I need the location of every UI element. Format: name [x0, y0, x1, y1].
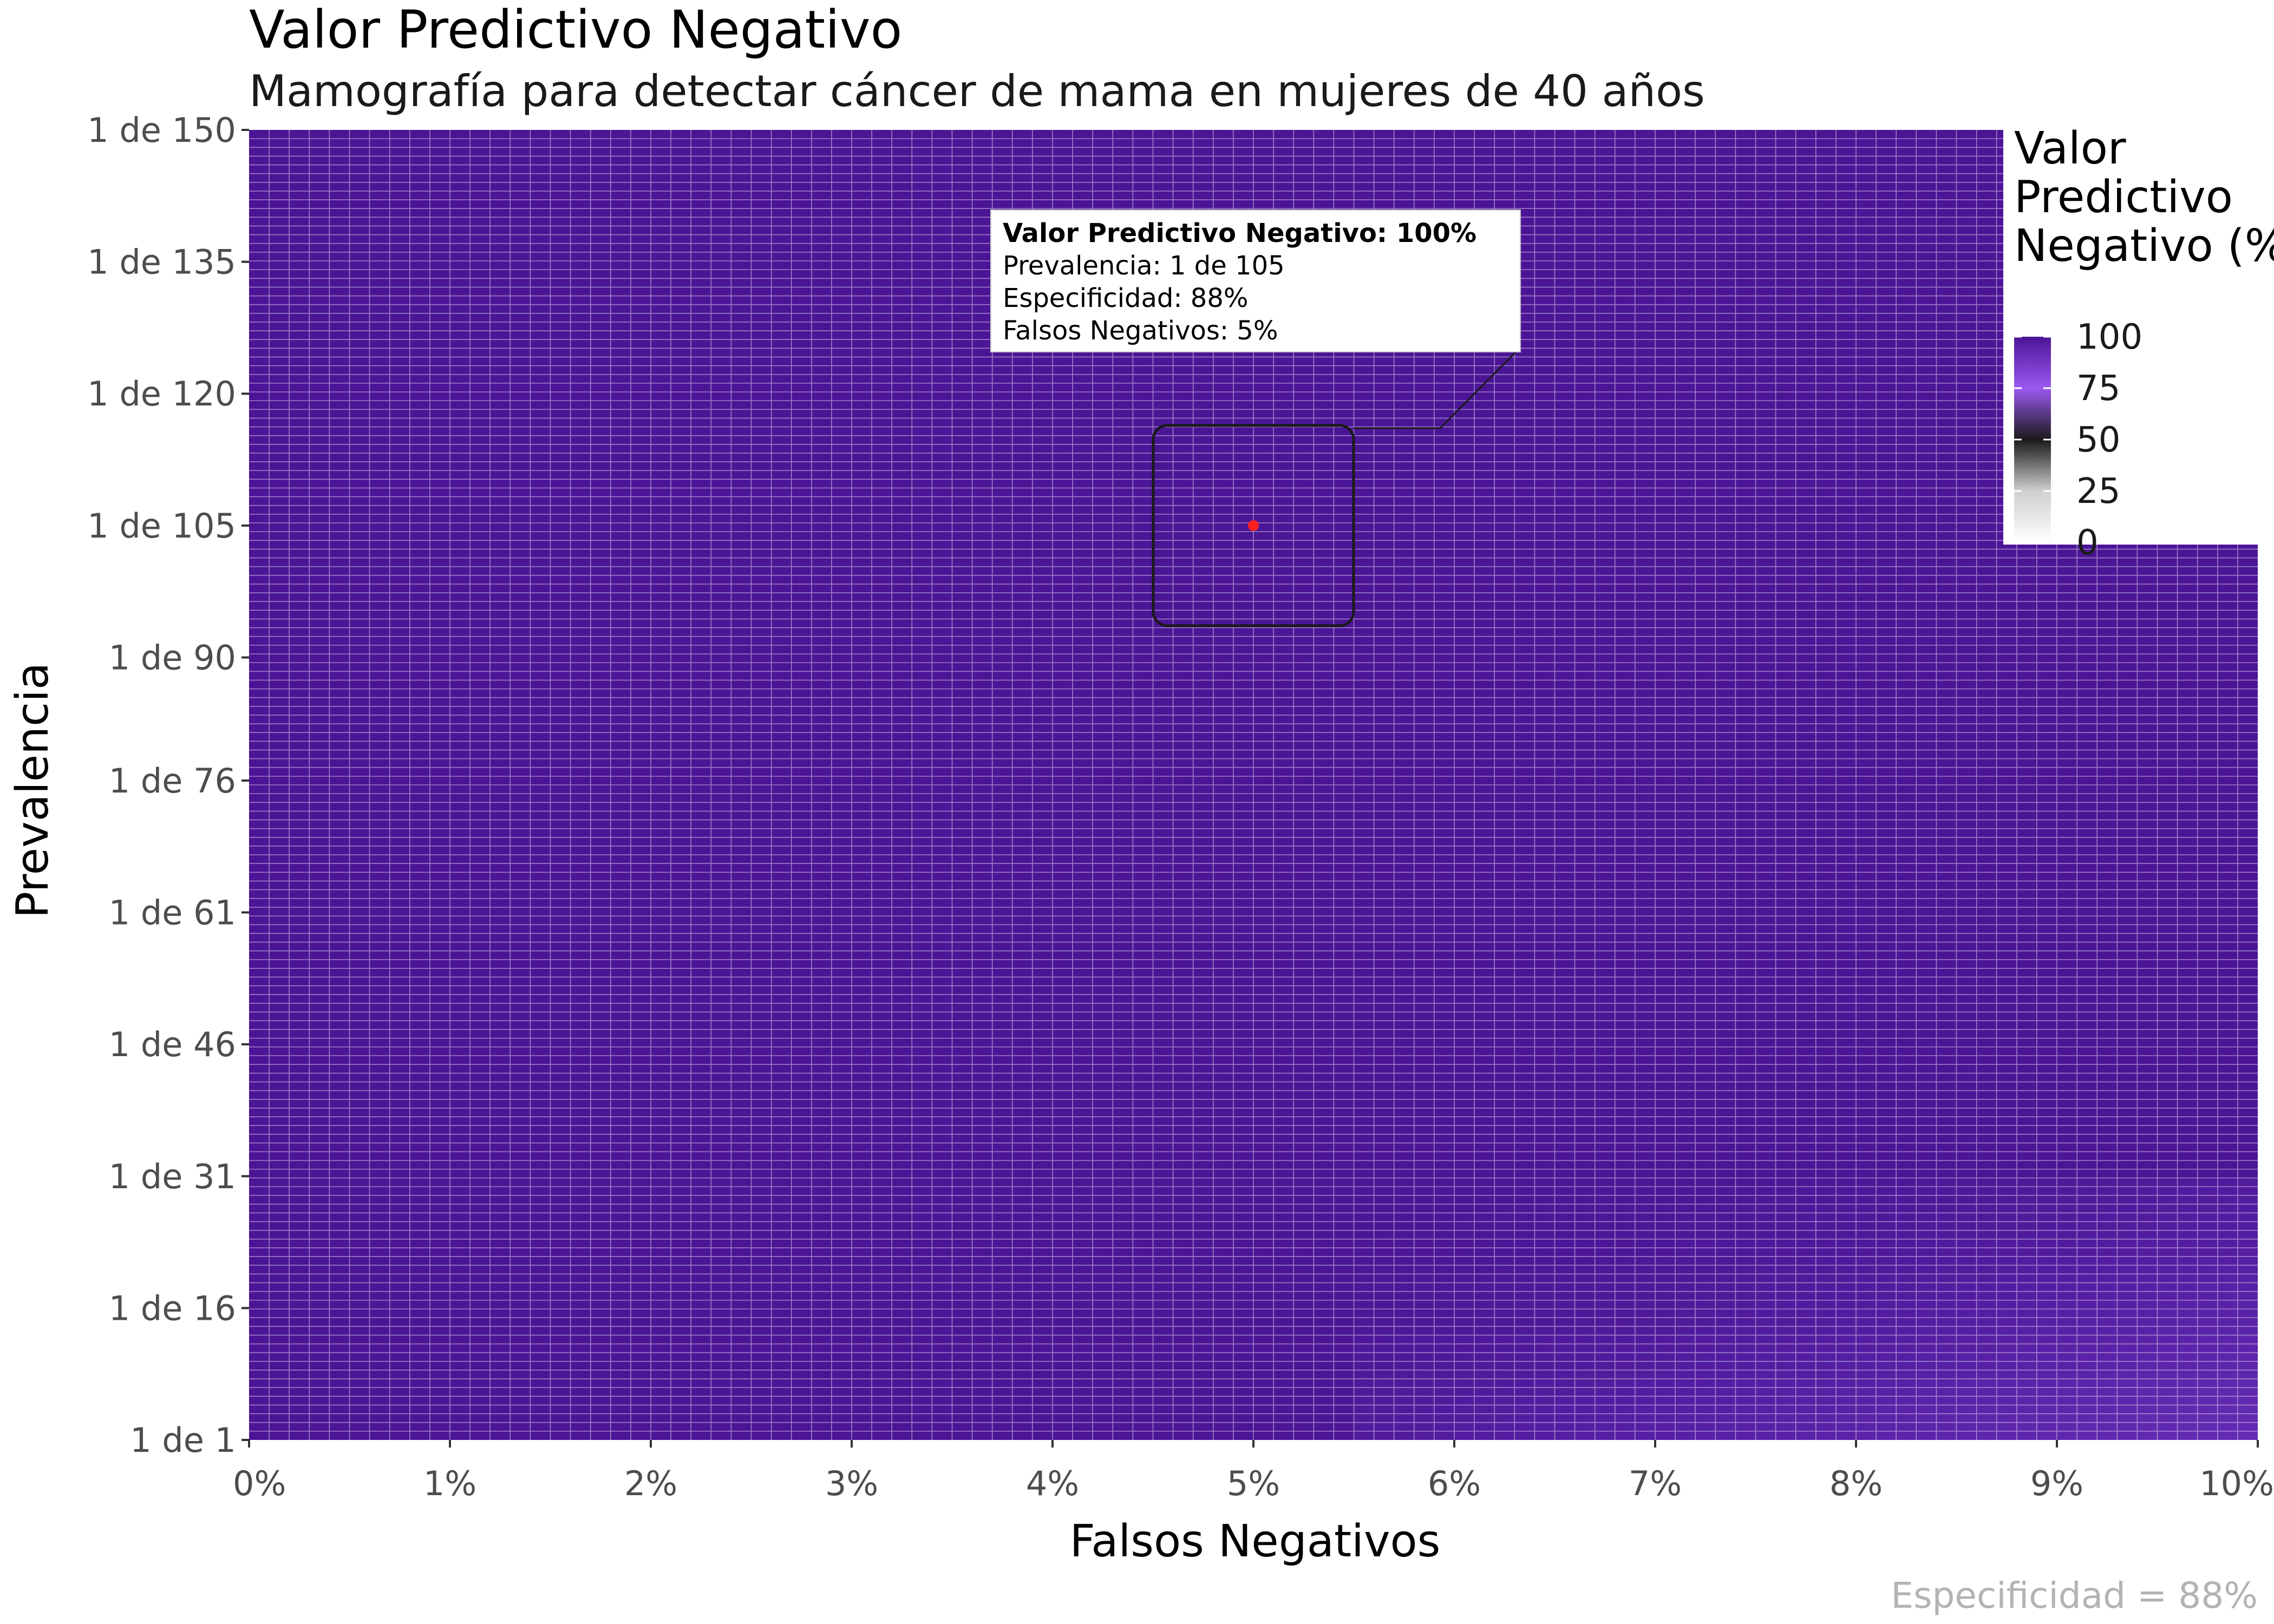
heatmap-low-value-shade [1354, 1178, 2258, 1440]
annotation-label-box [990, 209, 1521, 352]
x-tick-label: 6% [1428, 1464, 1481, 1503]
x-tick-label: 8% [1829, 1464, 1883, 1503]
legend-label: 100 [2076, 317, 2142, 357]
y-tick-label: 1 de 105 [87, 506, 236, 546]
y-axis-ticks: 1 de 1 1 de 16 1 de 31 1 de 46 1 de 61 1 de 7… [87, 110, 249, 1460]
legend-label: 0 [2076, 523, 2099, 563]
color-legend: Valor Predictivo Negativo (%) 100 75 50 25 0 [2014, 123, 2274, 563]
highlight-point [1248, 520, 1259, 531]
x-axis-ticks: 0% 1% 2% 3% 4% 5% 6% 7% 8% 9% 10% [233, 1440, 2274, 1503]
chart-caption: Especificidad = 88% [1891, 1575, 2258, 1616]
y-tick-label: 1 de 46 [109, 1025, 236, 1064]
x-tick-label: 3% [825, 1464, 878, 1503]
x-tick-label: 10% [2199, 1464, 2274, 1503]
y-tick-label: 1 de 1 [130, 1420, 236, 1460]
legend-label: 75 [2076, 369, 2120, 409]
x-tick-label: 5% [1227, 1464, 1280, 1503]
y-tick-label: 1 de 90 [109, 638, 236, 677]
y-tick-label: 1 de 76 [109, 761, 236, 801]
chart-title: Valor Predictivo Negativo [249, 0, 902, 60]
x-axis-title: Falsos Negativos [1070, 1516, 1441, 1567]
annotation-leader-line [1354, 351, 1517, 429]
highlight-box [1152, 424, 1355, 627]
annotation-line-4: Falsos Negativos: 5% [1003, 316, 1278, 346]
chart-subtitle: Mamografía para detectar cáncer de mama … [249, 66, 1705, 116]
y-tick-label: 1 de 16 [109, 1288, 236, 1328]
y-axis-title: Prevalencia [7, 663, 58, 918]
x-tick-label: 0% [233, 1464, 286, 1503]
y-tick-label: 1 de 31 [109, 1157, 236, 1196]
y-tick-label: 1 de 135 [87, 243, 236, 282]
x-tick-label: 7% [1629, 1464, 1682, 1503]
legend-title-line-3: Negativo (%) [2014, 220, 2274, 272]
annotation-line-3: Especificidad: 88% [1003, 283, 1249, 313]
y-tick-label: 1 de 120 [87, 374, 236, 414]
legend-title-line-2: Predictivo [2014, 172, 2233, 223]
x-tick-label: 1% [423, 1464, 476, 1503]
legend-label: 25 [2076, 472, 2120, 512]
x-tick-label: 4% [1026, 1464, 1079, 1503]
y-tick-label: 1 de 61 [109, 893, 236, 933]
highlight-annotation: Valor Predictivo Negativo: 100% Prevalen… [990, 209, 1521, 627]
annotation-line-2: Prevalencia: 1 de 105 [1003, 251, 1285, 281]
annotation-line-1: Valor Predictivo Negativo: 100% [1003, 218, 1476, 248]
y-tick-label: 1 de 150 [87, 110, 236, 150]
x-tick-label: 9% [2030, 1464, 2083, 1503]
legend-title-line-1: Valor [2014, 123, 2126, 174]
legend-label: 50 [2076, 420, 2120, 460]
x-tick-label: 2% [624, 1464, 677, 1503]
legend-ticks: 100 75 50 25 0 [2014, 317, 2142, 563]
